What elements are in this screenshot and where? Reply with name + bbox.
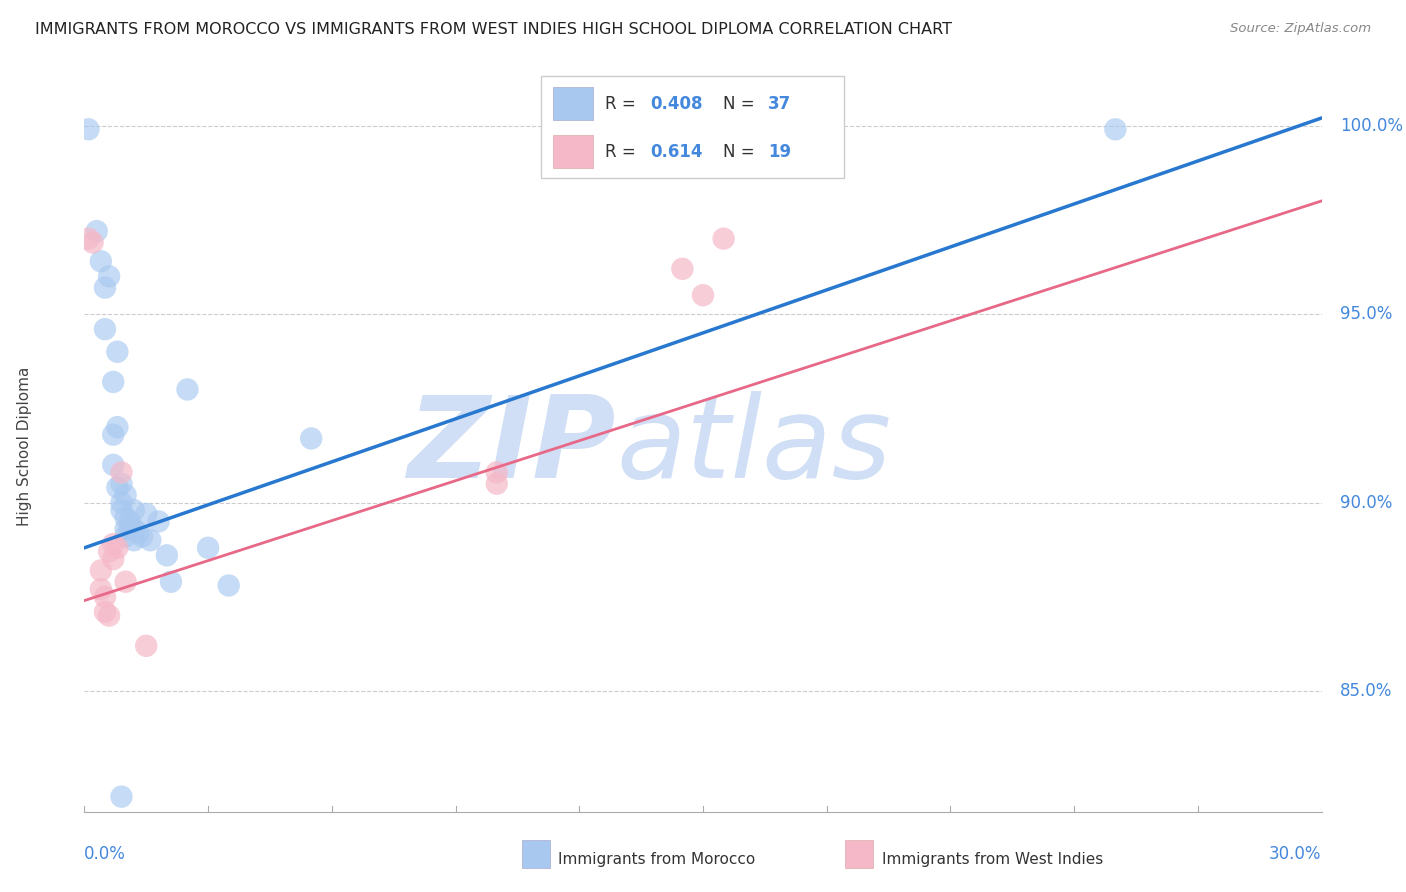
Point <box>176 383 198 397</box>
Point <box>103 552 125 566</box>
Text: 0.0%: 0.0% <box>84 845 127 863</box>
FancyBboxPatch shape <box>541 76 844 178</box>
Point <box>90 254 112 268</box>
Text: Immigrants from West Indies: Immigrants from West Indies <box>882 853 1102 867</box>
Text: R =: R = <box>605 143 641 161</box>
FancyBboxPatch shape <box>554 136 593 168</box>
Point <box>114 522 136 536</box>
Point <box>135 639 157 653</box>
Point <box>299 432 322 446</box>
Text: N =: N = <box>723 143 759 161</box>
Point <box>94 322 117 336</box>
Text: 0.408: 0.408 <box>650 95 703 112</box>
Point <box>114 488 136 502</box>
FancyBboxPatch shape <box>522 840 550 868</box>
Point <box>110 476 132 491</box>
Point <box>94 280 117 294</box>
Point <box>160 574 183 589</box>
Point <box>103 375 125 389</box>
Point <box>131 529 153 543</box>
Point <box>139 533 162 548</box>
Text: 0.614: 0.614 <box>650 143 703 161</box>
Text: 30.0%: 30.0% <box>1270 845 1322 863</box>
Text: 19: 19 <box>768 143 792 161</box>
Text: High School Diploma: High School Diploma <box>17 367 32 525</box>
Point <box>110 789 132 804</box>
Point <box>671 261 693 276</box>
Point <box>94 605 117 619</box>
Point <box>118 522 141 536</box>
Point <box>148 515 170 529</box>
Point <box>135 507 157 521</box>
Point <box>218 578 240 592</box>
Text: ZIP: ZIP <box>408 391 616 501</box>
FancyBboxPatch shape <box>554 87 593 120</box>
Point <box>156 549 179 563</box>
Text: 95.0%: 95.0% <box>1340 305 1392 323</box>
Text: Source: ZipAtlas.com: Source: ZipAtlas.com <box>1230 22 1371 36</box>
Text: N =: N = <box>723 95 759 112</box>
Point <box>127 525 149 540</box>
Point <box>105 344 128 359</box>
Point <box>114 529 136 543</box>
Point <box>77 122 100 136</box>
Point <box>103 458 125 472</box>
Point <box>86 224 108 238</box>
Point <box>1104 122 1126 136</box>
Point <box>103 537 125 551</box>
Point <box>692 288 714 302</box>
Point <box>197 541 219 555</box>
Point <box>713 232 735 246</box>
Text: 100.0%: 100.0% <box>1340 117 1403 135</box>
Point <box>114 510 136 524</box>
Point <box>90 582 112 597</box>
Point <box>77 232 100 246</box>
Text: 90.0%: 90.0% <box>1340 493 1392 511</box>
Point <box>90 563 112 577</box>
Point <box>485 476 508 491</box>
Point <box>110 503 132 517</box>
Point <box>103 427 125 442</box>
Point <box>98 544 121 558</box>
Point <box>98 608 121 623</box>
Point <box>94 590 117 604</box>
Point <box>105 480 128 494</box>
FancyBboxPatch shape <box>845 840 873 868</box>
Point <box>110 495 132 509</box>
Point <box>82 235 104 250</box>
Point <box>122 503 145 517</box>
Point <box>122 522 145 536</box>
Text: 85.0%: 85.0% <box>1340 682 1392 700</box>
Point <box>485 466 508 480</box>
Text: atlas: atlas <box>616 391 891 501</box>
Text: R =: R = <box>605 95 641 112</box>
Text: IMMIGRANTS FROM MOROCCO VS IMMIGRANTS FROM WEST INDIES HIGH SCHOOL DIPLOMA CORRE: IMMIGRANTS FROM MOROCCO VS IMMIGRANTS FR… <box>35 22 952 37</box>
Point <box>118 515 141 529</box>
Point <box>105 541 128 555</box>
Point <box>122 533 145 548</box>
Point <box>114 574 136 589</box>
Text: 37: 37 <box>768 95 792 112</box>
Point <box>105 420 128 434</box>
Point <box>110 466 132 480</box>
Point <box>98 269 121 284</box>
Text: Immigrants from Morocco: Immigrants from Morocco <box>558 853 755 867</box>
